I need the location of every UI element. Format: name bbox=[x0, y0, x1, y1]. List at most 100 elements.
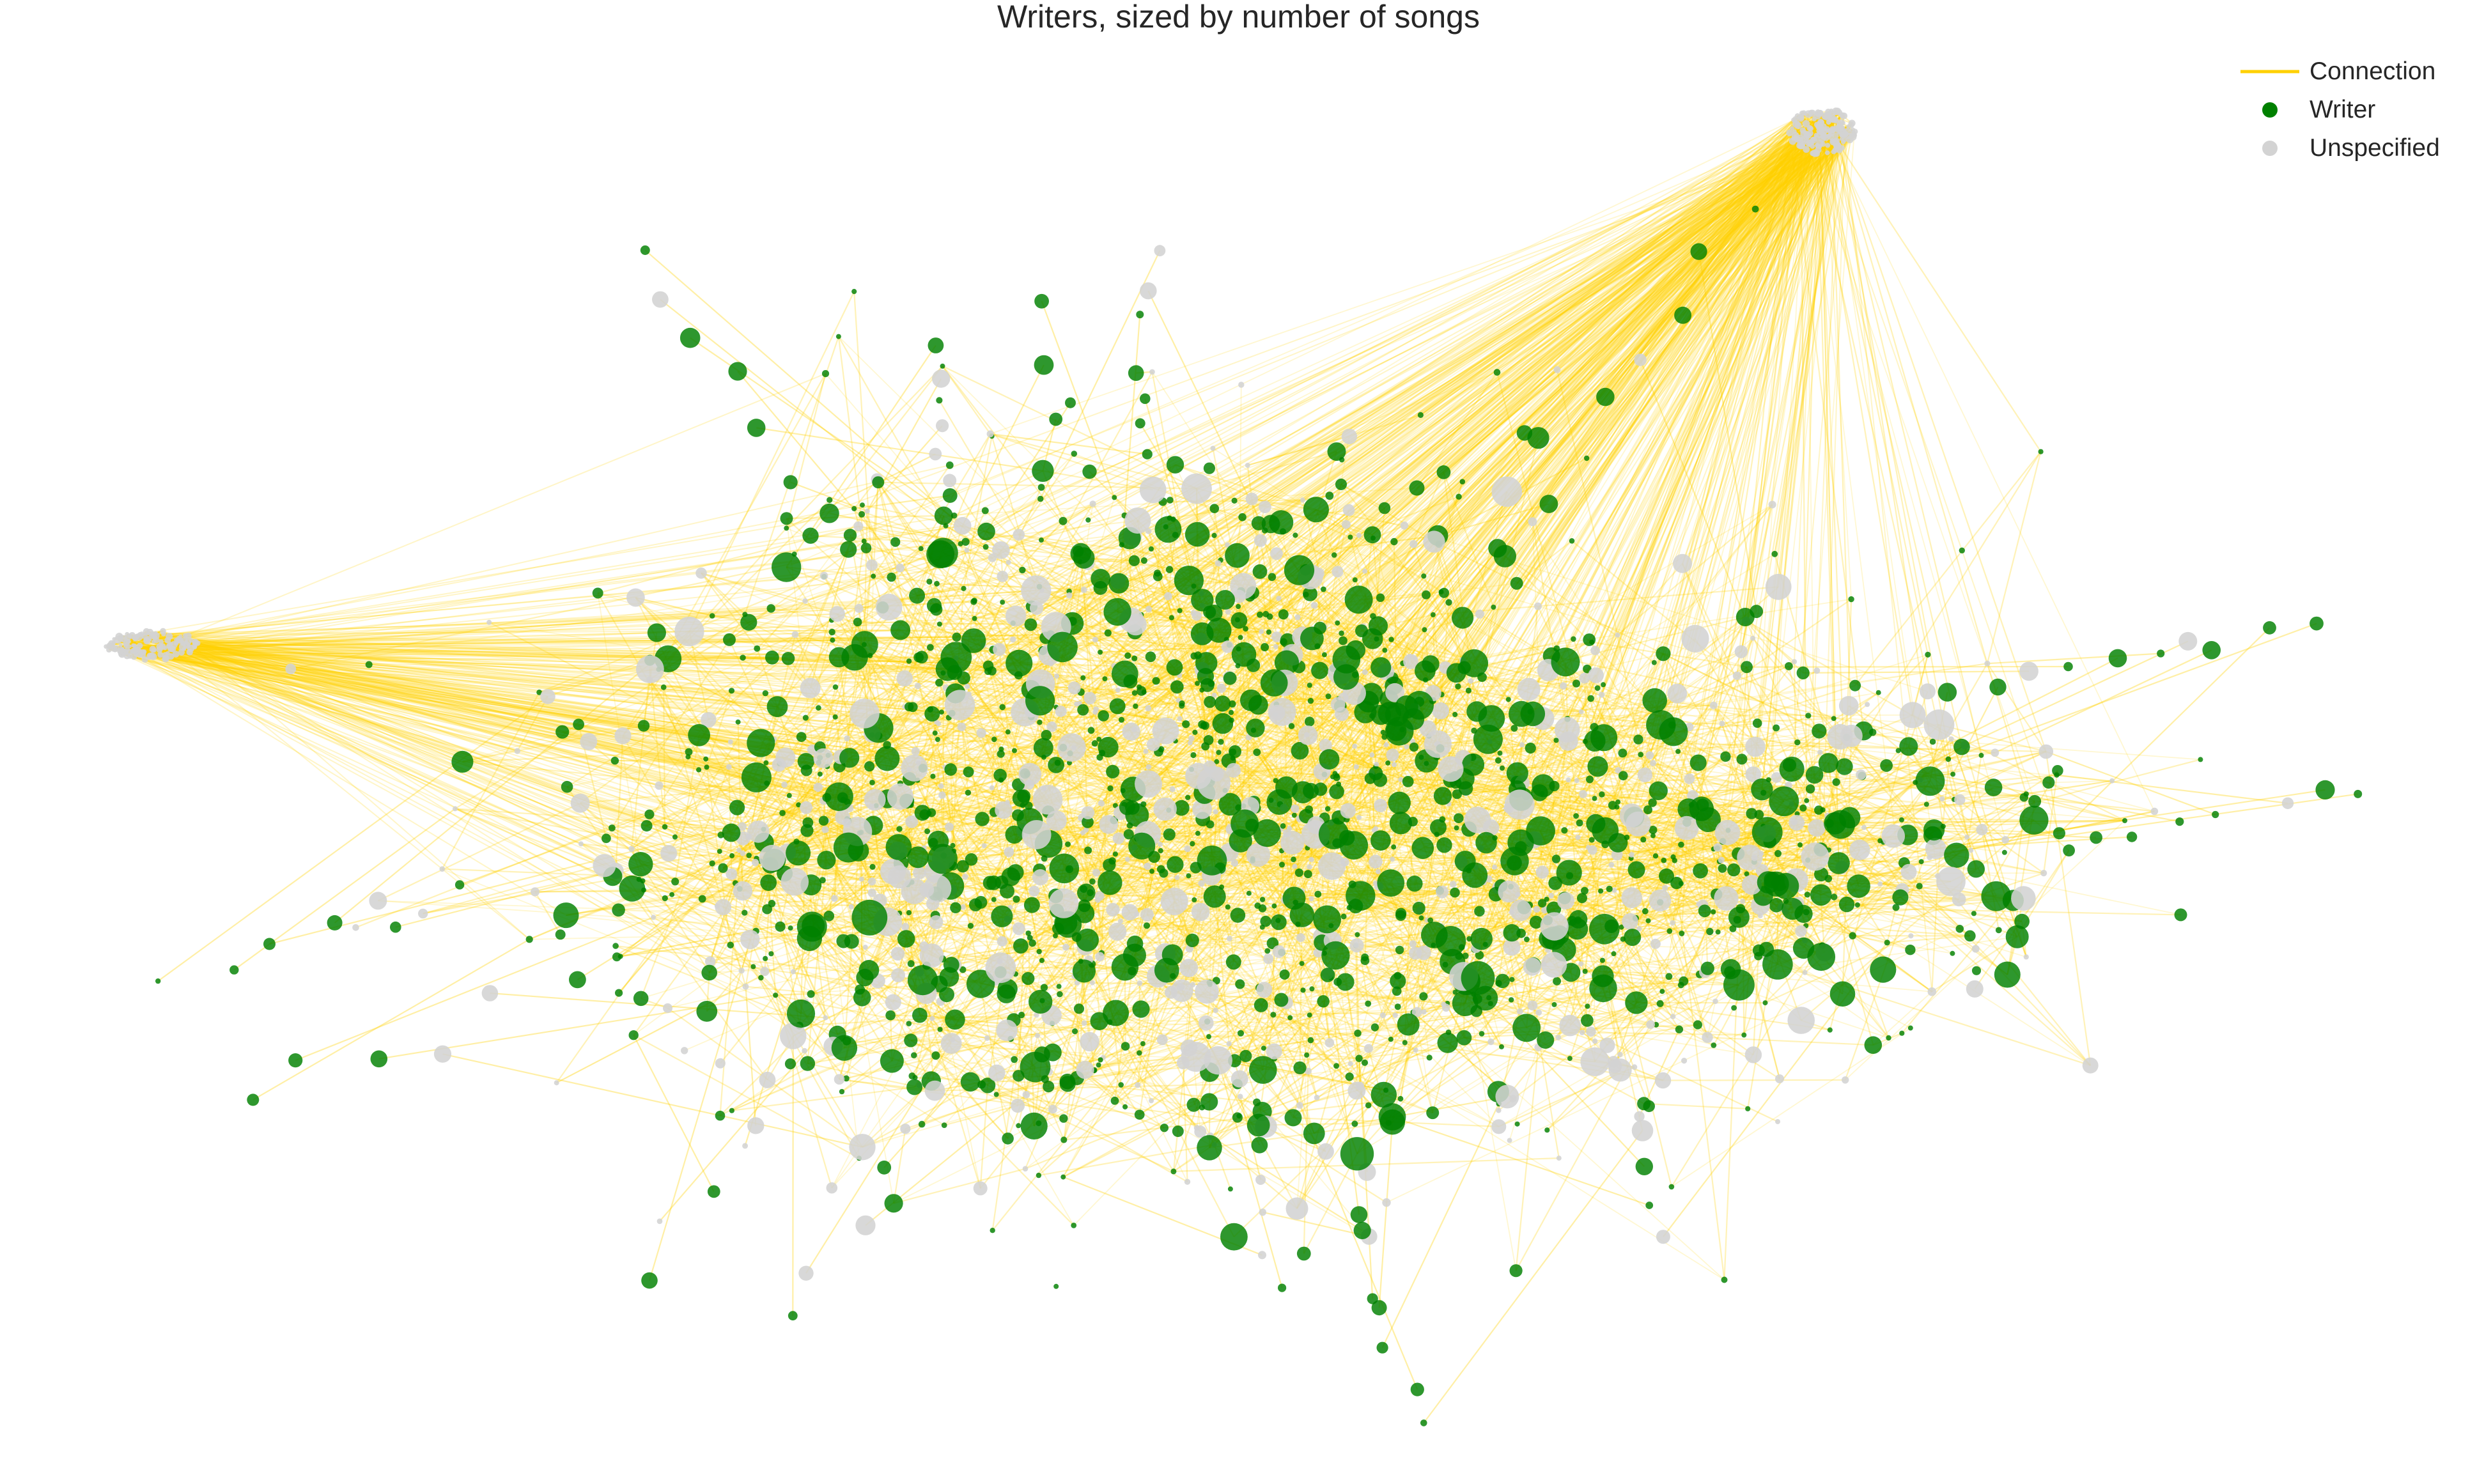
connection-edge bbox=[1260, 1005, 1301, 1069]
connection-edge bbox=[1814, 856, 2018, 938]
connection-edge bbox=[1402, 663, 1438, 835]
connection-edge bbox=[1656, 964, 1778, 1026]
connection-edge bbox=[1700, 831, 1760, 872]
connection-edge bbox=[785, 677, 905, 759]
connection-edge bbox=[1048, 843, 1229, 908]
connection-edge bbox=[1659, 833, 1768, 901]
connection-edge bbox=[799, 1017, 933, 1026]
connection-edge bbox=[1160, 869, 1211, 983]
connection-edge bbox=[770, 862, 901, 866]
connection-edge bbox=[1774, 130, 1854, 554]
connection-edge bbox=[1243, 654, 1415, 659]
connection-edge bbox=[1746, 667, 1754, 775]
connection-edge bbox=[1072, 622, 1135, 660]
connection-edge bbox=[974, 594, 1070, 619]
connection-edge bbox=[1124, 966, 1264, 1070]
connection-edge bbox=[823, 601, 975, 821]
connection-edge bbox=[1378, 625, 1491, 743]
connection-edge bbox=[1454, 776, 1654, 831]
connection-edge bbox=[1918, 796, 2025, 887]
connection-edge bbox=[555, 736, 802, 1083]
connection-edge bbox=[1381, 1103, 1500, 1349]
connection-edge bbox=[950, 769, 996, 981]
connection-edge bbox=[1340, 484, 1427, 596]
connection-edge bbox=[1831, 129, 1954, 775]
connection-edge bbox=[771, 607, 858, 623]
connection-edge bbox=[942, 366, 993, 437]
connection-edge bbox=[1414, 794, 1458, 885]
connection-edge bbox=[1378, 1122, 1394, 1308]
connection-edge bbox=[1017, 805, 1030, 1106]
connection-edge bbox=[1360, 534, 1374, 631]
connection-edge bbox=[832, 608, 936, 633]
connection-edge bbox=[838, 657, 862, 833]
connection-edge bbox=[1848, 705, 2035, 802]
connection-edge bbox=[1228, 820, 1337, 1044]
connection-edge bbox=[1330, 925, 1399, 977]
connection-edge bbox=[952, 750, 1015, 867]
connection-edge bbox=[1100, 587, 1149, 610]
connection-edge bbox=[843, 851, 859, 1048]
connection-edge bbox=[917, 685, 969, 793]
connection-edge bbox=[1419, 701, 1581, 713]
connection-edge bbox=[974, 550, 1002, 619]
connection-edge bbox=[1852, 862, 1905, 936]
connection-edge bbox=[1098, 911, 1202, 1066]
connection-edge bbox=[795, 634, 836, 718]
connection-edge bbox=[1583, 143, 1838, 679]
connection-edge bbox=[1594, 504, 1773, 728]
connection-edge bbox=[1000, 549, 1169, 597]
connection-edge bbox=[1553, 932, 1780, 1079]
connection-edge bbox=[1463, 778, 1543, 904]
connection-edge bbox=[1674, 860, 1752, 886]
connection-edge bbox=[674, 881, 718, 907]
connection-edge bbox=[1931, 936, 2018, 993]
connection-edge bbox=[991, 1043, 1144, 1231]
connection-edge bbox=[1229, 1043, 1275, 1060]
connection-edge bbox=[1474, 948, 1533, 968]
connection-edge bbox=[516, 696, 548, 752]
connection-edge bbox=[1676, 150, 1819, 694]
connection-edge bbox=[1740, 504, 1773, 652]
connection-edge bbox=[765, 762, 812, 885]
connection-edge bbox=[566, 619, 832, 788]
connection-edge bbox=[1540, 725, 1663, 831]
connection-edge bbox=[1346, 819, 1376, 830]
connection-edge bbox=[1886, 907, 1897, 943]
connection-edge bbox=[295, 916, 654, 1062]
connection-edge bbox=[649, 814, 713, 864]
connection-edge bbox=[665, 826, 764, 830]
connection-edge bbox=[1689, 755, 1726, 780]
connection-edge bbox=[1613, 890, 1637, 1003]
connection-edge bbox=[837, 336, 865, 541]
connection-edge bbox=[1663, 653, 1820, 732]
connection-edge bbox=[866, 378, 942, 512]
connection-edge bbox=[899, 732, 982, 798]
connection-edge bbox=[1372, 774, 1375, 831]
connection-edge bbox=[942, 947, 1085, 960]
connection-edge bbox=[1532, 135, 1796, 523]
connection-edge bbox=[1147, 530, 1201, 669]
connection-edge bbox=[784, 873, 916, 1078]
connection-edge bbox=[936, 608, 1048, 650]
connection-edge bbox=[1689, 778, 1853, 936]
connection-edge bbox=[1986, 663, 2047, 752]
connection-edge bbox=[1273, 1011, 1417, 1016]
connection-edge bbox=[828, 754, 1018, 816]
connection-edge bbox=[588, 741, 720, 852]
connection-edge bbox=[377, 802, 581, 902]
connection-edge bbox=[1338, 432, 1525, 699]
connection-edge bbox=[1447, 1003, 1482, 1035]
connection-edge bbox=[663, 687, 724, 908]
connection-edge bbox=[642, 880, 747, 987]
connection-edge bbox=[1567, 150, 1840, 742]
connection-edge bbox=[1239, 637, 1377, 774]
connection-edge bbox=[1375, 756, 1422, 774]
connection-edge bbox=[1791, 803, 1930, 858]
connection-edge bbox=[699, 734, 938, 741]
connection-edge bbox=[1858, 885, 1996, 897]
connection-edge bbox=[1660, 135, 1821, 725]
connection-edge bbox=[798, 716, 949, 806]
connection-edge bbox=[1206, 991, 1401, 1100]
